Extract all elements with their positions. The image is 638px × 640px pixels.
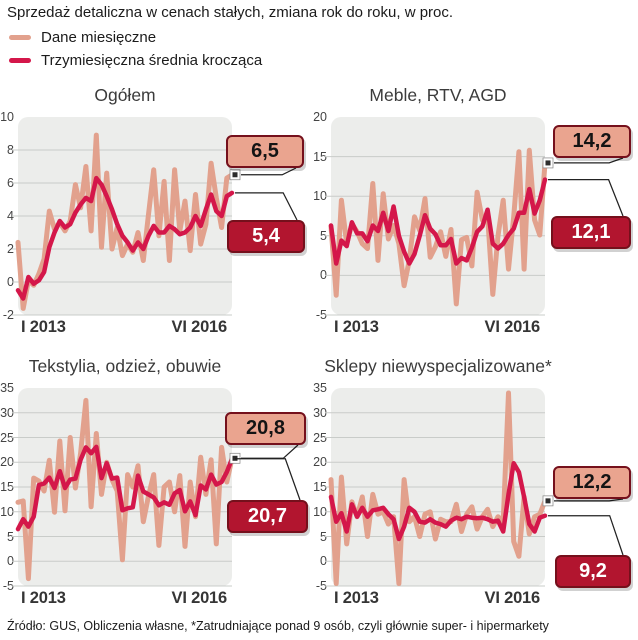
y-tick-label: 0	[7, 275, 14, 289]
callout-connector-line	[235, 458, 301, 501]
y-tick-label: 6	[7, 176, 14, 190]
average-line	[328, 177, 548, 266]
monthly-value-callout: 20,8	[225, 412, 306, 445]
y-tick-label: 15	[313, 149, 327, 164]
page-title: Sprzedaż detaliczna w cenach stałych, zm…	[7, 4, 454, 21]
monthly-value-callout: 14,2	[553, 125, 631, 158]
y-tick-label: 0	[7, 554, 14, 569]
end-marker-dot	[545, 498, 551, 504]
y-tick-label: 10	[313, 504, 327, 519]
y-tick-label: 35	[0, 381, 14, 395]
plot-area	[12, 388, 241, 587]
y-tick-label: -5	[315, 308, 327, 322]
y-tick-label: -2	[2, 308, 14, 322]
callout-connector-line	[548, 515, 624, 556]
monthly-line	[15, 132, 235, 311]
callout-connector-line	[548, 178, 624, 217]
average-line	[328, 460, 548, 542]
monthly-line-swatch-icon	[9, 34, 31, 40]
plot-area	[12, 117, 241, 316]
y-tick-label: 2	[7, 242, 14, 256]
average-value-callout: 20,7	[227, 500, 308, 533]
callout-connectors	[548, 498, 624, 556]
chart-tekstylia-odziez-obuwie: Tekstylia, odzież, obuwie 35 30 25 20 15 10 5 0 -…	[0, 356, 320, 620]
x-axis-label-start: I 2013	[21, 589, 66, 607]
monthly-value-callout: 12,2	[553, 466, 631, 499]
y-tick-label: 15	[313, 480, 327, 494]
x-axis-label-start: I 2013	[21, 318, 66, 336]
x-axis-label-end: VI 2016	[171, 589, 228, 607]
y-tick-label: 8	[7, 143, 14, 157]
callout-connector-line	[554, 157, 624, 164]
callout-connector-line	[235, 192, 298, 221]
chart-title: Ogółem	[94, 85, 156, 105]
plot-area	[325, 388, 554, 587]
legend-label-average: Trzymiesięczna średnia krocząca	[41, 51, 263, 69]
callout-connector-line	[241, 167, 297, 176]
y-tick-label: 30	[0, 405, 14, 420]
chart-ogolem: Ogółem 10 8 6 4 2 0 -2 I 2013 VI 2016 6,5 5,4	[0, 85, 320, 349]
y-tick-label: 25	[0, 430, 14, 445]
chart-title: Sklepy niewyspecjalizowane*	[324, 356, 552, 376]
average-line	[15, 444, 235, 532]
average-value-callout: 12,1	[551, 216, 631, 249]
x-axis-label-start: I 2013	[334, 318, 379, 336]
y-tick-label: 25	[313, 430, 327, 445]
x-axis-label-end: VI 2016	[484, 589, 541, 607]
legend-label-monthly: Dane miesięczne	[41, 28, 157, 46]
monthly-value-callout: 6,5	[226, 135, 304, 168]
y-tick-label: 30	[313, 405, 327, 420]
chart-meble-rtv-agd: Meble, RTV, AGD 20 15 10 5 0 -5 I 2013 VI 2016 14…	[313, 85, 638, 349]
callout-connector-line	[241, 444, 299, 459]
y-tick-label: 35	[313, 381, 327, 395]
end-marker-dot	[232, 172, 238, 178]
callout-connector-line	[554, 498, 624, 502]
y-tick-label: -5	[2, 579, 14, 593]
average-line-swatch-icon	[9, 57, 31, 63]
y-tick-label: 5	[7, 529, 14, 544]
y-tick-label: 20	[0, 455, 14, 470]
y-tick-label: 4	[7, 209, 14, 223]
x-axis-label-end: VI 2016	[484, 318, 541, 336]
legend-item-average: Trzymiesięczna średnia krocząca	[9, 50, 262, 70]
plot-area	[325, 117, 554, 316]
chart-title: Tekstylia, odzież, obuwie	[28, 356, 222, 376]
monthly-line	[328, 390, 548, 586]
y-tick-label: 10	[313, 189, 327, 204]
callout-connectors	[548, 157, 624, 217]
y-tick-label: 15	[0, 480, 14, 494]
x-axis-label-end: VI 2016	[171, 318, 228, 336]
y-tick-label: 5	[320, 529, 327, 544]
legend-item-monthly: Dane miesięczne	[9, 27, 156, 47]
y-tick-label: 10	[0, 504, 14, 519]
x-axis-label-start: I 2013	[334, 589, 379, 607]
callout-connectors	[235, 167, 298, 221]
y-tick-label: 5	[320, 228, 327, 243]
y-tick-label: 20	[313, 455, 327, 470]
average-value-callout: 5,4	[227, 220, 305, 253]
y-tick-label: -5	[315, 579, 327, 593]
average-value-callout: 9,2	[555, 555, 631, 588]
chart-title: Meble, RTV, AGD	[369, 85, 507, 105]
y-tick-label: 0	[320, 268, 327, 283]
y-tick-label: 0	[320, 554, 327, 569]
source-note: Źródło: GUS, Obliczenia własne, *Zatrudn…	[7, 619, 549, 633]
chart-sklepy-niewyspecjalizowane: Sklepy niewyspecjalizowane* 35 30 25 20 15 10 5…	[313, 356, 638, 620]
callout-connectors	[235, 444, 301, 501]
y-tick-label: 10	[0, 110, 14, 124]
average-line	[15, 175, 235, 301]
end-marker-dot	[545, 160, 551, 166]
y-tick-label: 20	[313, 110, 327, 124]
